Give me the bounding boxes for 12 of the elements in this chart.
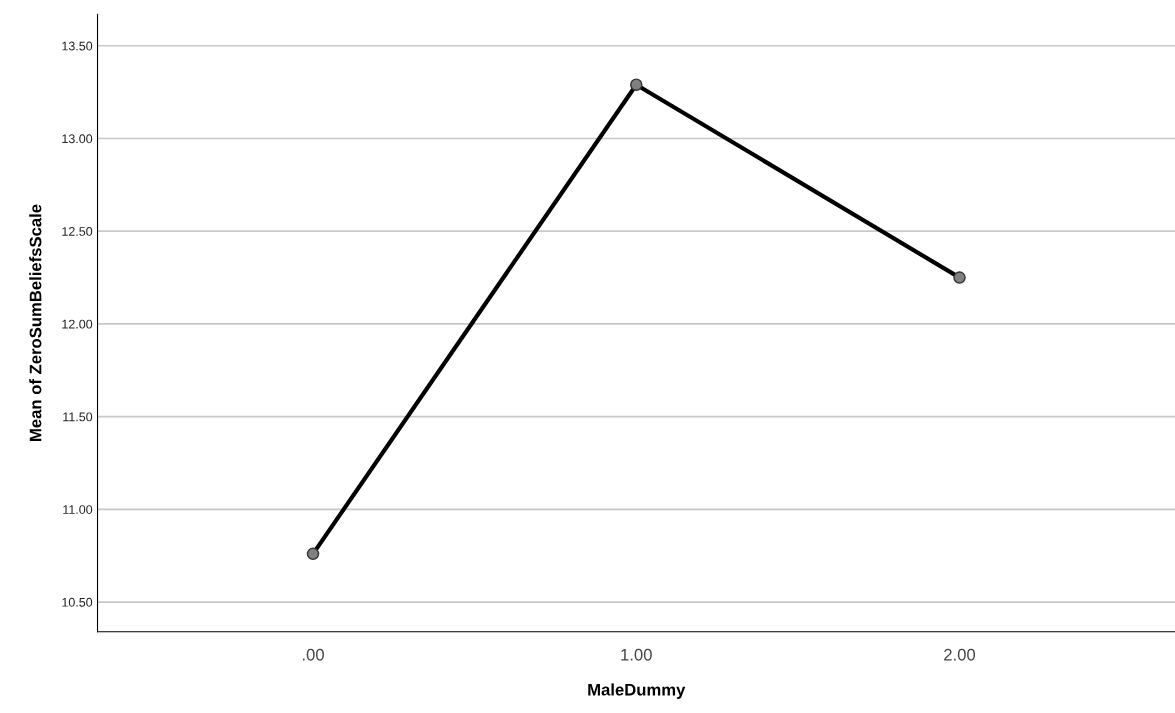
x-tick-label: .00 — [302, 648, 324, 661]
y-tick-label: 10.50 — [62, 597, 93, 607]
y-axis-title: Mean of ZeroSumBeliefsScale — [29, 204, 42, 441]
x-axis-title: MaleDummy — [588, 683, 686, 699]
y-tick-label: 13.00 — [62, 134, 93, 144]
y-tick-label: 11.50 — [63, 412, 93, 422]
y-tick-label: 12.00 — [62, 319, 93, 329]
y-tick-label: 12.50 — [62, 227, 93, 236]
x-tick-label: 1.00 — [621, 648, 652, 661]
y-tick-label: 13.50 — [62, 41, 93, 51]
y-tick-label: 11.00 — [63, 505, 93, 514]
x-tick-label: 2.00 — [944, 648, 976, 661]
